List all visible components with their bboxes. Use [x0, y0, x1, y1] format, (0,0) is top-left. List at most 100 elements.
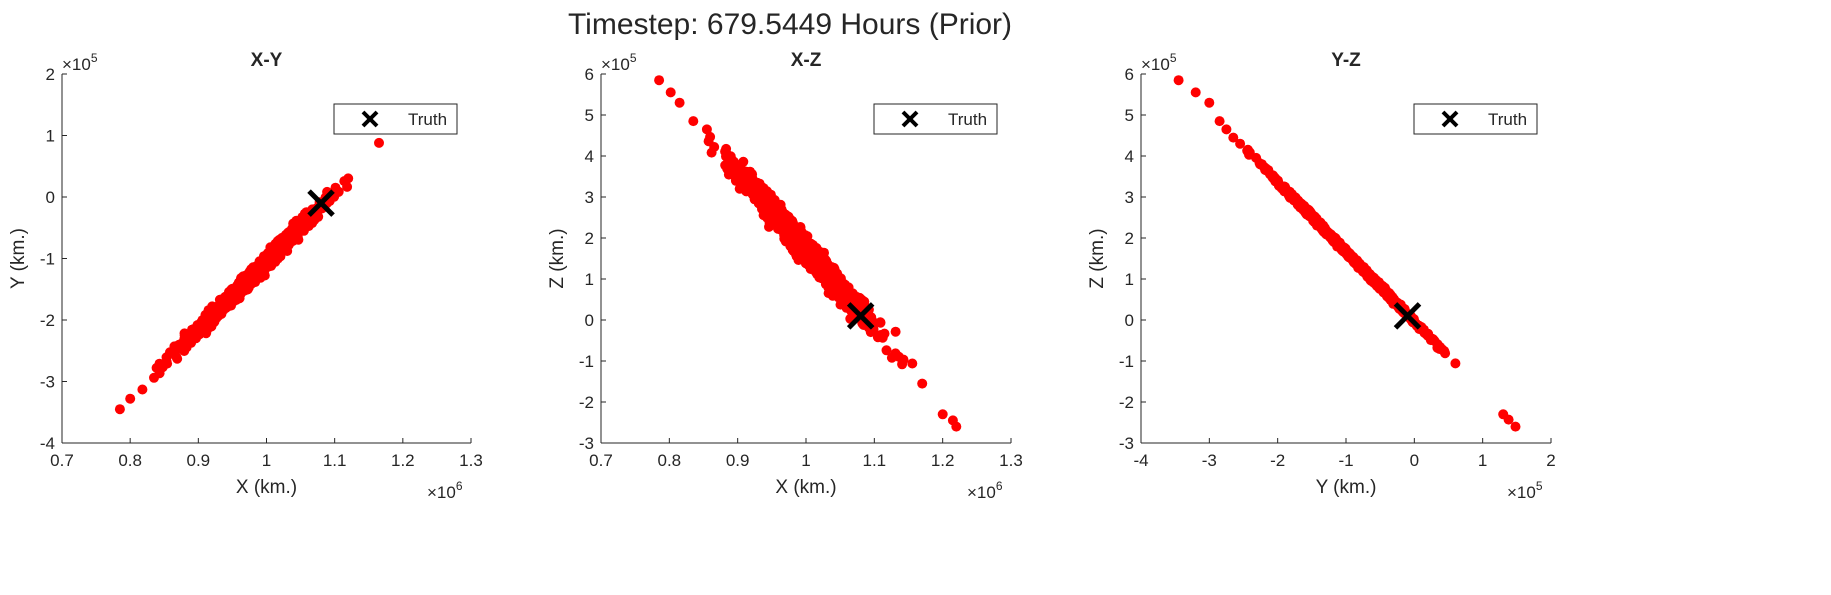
sample-point: [787, 215, 798, 226]
sample-point: [1228, 132, 1239, 143]
y-tick-label: -3: [579, 434, 594, 453]
legend-truth-marker: [361, 110, 379, 128]
sample-point: [1450, 358, 1461, 369]
sample-point: [843, 292, 854, 303]
x-tick-label: 0.8: [658, 451, 682, 470]
sample-point: [792, 230, 803, 241]
legend: Truth: [873, 103, 998, 135]
sample-point: [688, 116, 699, 127]
y-tick-label: 4: [585, 147, 594, 166]
sample-point: [277, 232, 287, 243]
sample-point: [729, 171, 740, 182]
x-tick-label: 1.3: [459, 451, 483, 470]
y-tick-label: -3: [40, 373, 55, 392]
sample-point: [665, 87, 676, 98]
legend-truth-marker: [1441, 110, 1459, 128]
subplot-title: X-Z: [791, 50, 822, 71]
sample-point: [1235, 138, 1246, 149]
y-exponent-label: ×105: [1141, 51, 1177, 74]
sample-point: [1214, 116, 1225, 127]
sample-point: [701, 124, 712, 135]
x-axis-label: Y (km.): [1316, 477, 1377, 498]
x-exponent-label: ×105: [1507, 479, 1543, 502]
y-tick-label: 5: [1125, 106, 1134, 125]
sample-point: [764, 218, 775, 229]
sample-point: [232, 282, 243, 292]
sample-point: [875, 317, 886, 328]
sample-point: [832, 282, 843, 293]
x-tick-label: -4: [1133, 451, 1148, 470]
y-tick-label: 1: [585, 270, 594, 289]
x-exponent-label: ×106: [967, 479, 1003, 502]
sample-point: [1378, 282, 1389, 293]
x-tick-label: 1.3: [999, 451, 1023, 470]
sample-point: [162, 358, 173, 369]
sample-point: [674, 97, 685, 108]
x-tick-label: 1: [801, 451, 810, 470]
sample-point: [805, 261, 816, 272]
sample-point: [770, 211, 781, 222]
x-tick-label: 0: [1410, 451, 1419, 470]
sample-point: [826, 262, 837, 273]
sample-point: [828, 273, 839, 284]
y-exponent-label: ×105: [62, 51, 98, 74]
y-tick-label: 2: [46, 65, 55, 84]
sample-point: [1427, 333, 1437, 344]
y-tick-label: -1: [1119, 352, 1134, 371]
sample-point: [1385, 294, 1396, 305]
sample-point: [1510, 421, 1521, 432]
y-tick-label: -4: [40, 434, 55, 453]
x-tick-label: 1: [262, 451, 271, 470]
sample-point: [881, 345, 892, 356]
sample-point: [1328, 235, 1339, 246]
y-axis-label: Y (km.): [8, 228, 29, 289]
y-tick-label: 1: [1125, 270, 1134, 289]
y-axis-label: Z (km.): [547, 228, 568, 288]
sample-point: [176, 342, 187, 353]
x-tick-label: 1.2: [391, 451, 415, 470]
sample-point: [343, 173, 354, 184]
x-tick-label: 0.7: [50, 451, 74, 470]
y-tick-label: 1: [46, 127, 55, 146]
sample-points: [114, 105, 416, 415]
subplot-x-z: X-Z 0.7 0.8 0.9 1 1.1 1.2 1.3 -3 -2 -1 0 1 2 3 4 5 6 X (km…: [547, 50, 1023, 502]
sample-point: [293, 225, 303, 235]
sample-point: [937, 409, 948, 420]
sample-point: [149, 372, 159, 383]
y-tick-label: 0: [46, 188, 55, 207]
x-exponent-label: ×106: [427, 479, 463, 502]
sample-point: [766, 200, 777, 211]
legend-truth-marker: [901, 110, 919, 128]
legend: Truth: [1413, 103, 1538, 135]
sample-point: [374, 137, 384, 148]
sample-point: [738, 156, 749, 167]
legend-label: Truth: [1488, 110, 1527, 129]
sample-point: [1256, 159, 1267, 170]
sample-point: [261, 250, 272, 261]
sample-point: [754, 193, 765, 204]
sample-points: [1173, 75, 1521, 432]
sample-point: [1439, 346, 1450, 357]
x-axis-label: X (km.): [775, 477, 836, 498]
sample-point: [297, 212, 308, 223]
sample-point: [242, 281, 253, 292]
x-tick-label: 0.9: [187, 451, 211, 470]
sample-point: [779, 209, 790, 220]
legend-box: [333, 103, 458, 135]
subplot-title: Y-Z: [1331, 50, 1361, 71]
sample-point: [1310, 216, 1321, 227]
y-tick-label: 3: [1125, 188, 1134, 207]
subplot-x-y: X-Y 0.7 0.8 0.9 1 1.1 1.2 1.3 -4 -3 -2 -1 0 1 2 X (km.)…: [8, 50, 483, 502]
y-tick-label: 6: [1125, 65, 1134, 84]
truth-marker: [1393, 302, 1422, 330]
sample-point: [1173, 75, 1184, 86]
sample-point: [890, 326, 901, 337]
sample-point: [1190, 87, 1201, 98]
sample-point: [215, 301, 226, 311]
sample-point: [1503, 414, 1514, 425]
sample-point: [1365, 269, 1375, 280]
sample-point: [1301, 209, 1312, 220]
